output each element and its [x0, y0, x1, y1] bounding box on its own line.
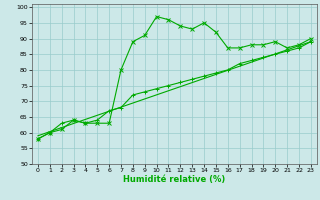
X-axis label: Humidité relative (%): Humidité relative (%)	[123, 175, 226, 184]
